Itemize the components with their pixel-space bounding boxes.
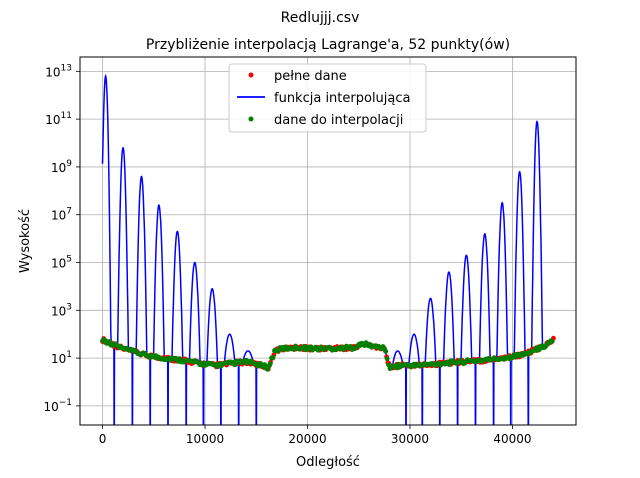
legend-label-nodes: dane do interpolacji	[274, 113, 403, 128]
y-tick-label: 103	[51, 302, 72, 318]
x-tick-label: 40000	[493, 432, 531, 446]
y-tick-label: 1011	[45, 111, 72, 127]
y-axis-label: Wysokość	[18, 209, 33, 273]
interpolation-node-point	[384, 356, 390, 362]
x-tick-label: 20000	[288, 432, 326, 446]
interpolation-node-point	[107, 339, 112, 344]
y-tick-label: 101	[51, 350, 72, 366]
legend: pełne dane funkcja interpolująca dane do…	[228, 63, 427, 133]
interpolation-node-point	[383, 348, 389, 354]
figure-suptitle: Redlujjj.csv	[281, 10, 360, 26]
x-tick-label: 30000	[391, 432, 429, 446]
interpolation-node-point	[267, 361, 273, 367]
interpolation-node-point	[549, 338, 555, 344]
interpolation-node-point	[262, 362, 267, 368]
chart-title: Przybliżenie interpolacją Lagrange'a, 52…	[146, 37, 510, 53]
x-tick-label: 0	[99, 432, 107, 446]
legend-marker-full-data	[248, 72, 254, 78]
y-tick-label: 10−1	[43, 398, 72, 414]
x-axis-ticks: 0 10000 20000 30000 40000	[99, 425, 532, 446]
interpolation-node-point	[446, 362, 452, 367]
plot-frame	[79, 56, 577, 426]
interpolation-node-point	[270, 354, 276, 360]
x-axis-label: Odległość	[296, 455, 360, 470]
y-axis-ticks: 10−1 101 103 105 107 109 1011 1013	[43, 63, 80, 414]
interpolation-nodes-series	[100, 337, 555, 372]
y-tick-label: 107	[51, 207, 72, 223]
plot-clip	[100, 73, 556, 425]
legend-marker-nodes	[248, 116, 254, 122]
y-tick-label: 105	[51, 255, 72, 271]
legend-box	[228, 63, 427, 133]
y-tick-label: 1013	[45, 63, 72, 79]
legend-label-full-data: pełne dane	[274, 69, 347, 84]
legend-label-interpolation: funkcja interpolująca	[274, 91, 410, 106]
x-tick-label: 10000	[186, 432, 224, 446]
y-tick-label: 109	[51, 159, 72, 175]
